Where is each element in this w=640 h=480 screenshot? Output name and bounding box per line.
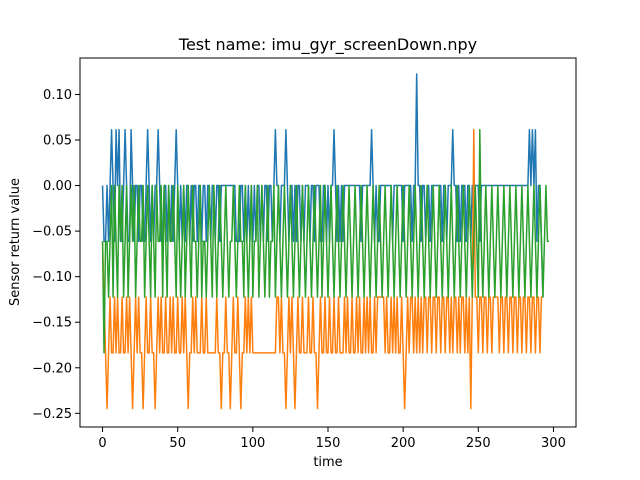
x-tick-label: 300 (541, 436, 566, 451)
x-tick-label: 200 (391, 436, 416, 451)
axis-layer: 0 50 100 150 200 250 300 −0.25 −0.20 −0.15 −0.10 −0… (32, 88, 566, 451)
x-axis-label: time (313, 455, 342, 470)
y-tick-label: −0.25 (32, 407, 72, 422)
plot-frame (79, 57, 577, 428)
series-line-2 (101, 129, 543, 410)
series-line-3 (101, 129, 549, 354)
y-tick-label: −0.10 (32, 270, 72, 285)
x-tick-label: 0 (98, 436, 106, 451)
y-tick-label: 0.10 (43, 88, 72, 103)
y-tick-label: −0.20 (32, 361, 72, 376)
x-tick-label: 100 (240, 436, 265, 451)
x-tick-label: 50 (169, 436, 186, 451)
y-tick-label: −0.05 (32, 225, 72, 240)
y-tick-label: 0.05 (43, 134, 72, 149)
y-tick-label: −0.15 (32, 316, 72, 331)
y-tick-label: 0.00 (43, 179, 72, 194)
chart-title: Test name: imu_gyr_screenDown.npy (178, 35, 477, 55)
x-tick-label: 150 (316, 436, 341, 451)
series-layer (101, 73, 549, 410)
y-axis-label: Sensor return value (8, 178, 23, 306)
x-tick-label: 250 (466, 436, 491, 451)
